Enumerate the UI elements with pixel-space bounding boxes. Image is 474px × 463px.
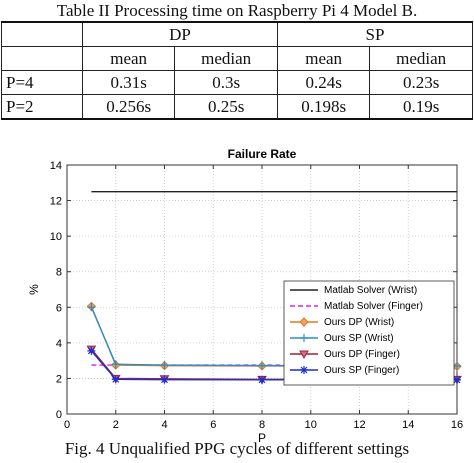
table-cell: 0.24s xyxy=(276,70,371,95)
table-cell: 0.19s xyxy=(369,94,473,120)
group-header-sp: SP xyxy=(276,21,474,47)
data-point-5 xyxy=(453,375,461,384)
table-subheader-row: mean median mean median xyxy=(1,46,473,71)
table-row: P=2 0.256s 0.25s 0.198s 0.19s xyxy=(1,94,473,120)
table-row: P=4 0.31s 0.3s 0.24s 0.23s xyxy=(1,70,473,95)
subheader-sp-mean: mean xyxy=(276,46,371,71)
row-label: P=4 xyxy=(1,70,83,95)
table-corner-cell xyxy=(1,21,83,47)
y-tick-label: 8 xyxy=(56,267,62,279)
y-tick-label: 4 xyxy=(56,338,62,350)
legend-marker xyxy=(299,317,309,327)
legend-box xyxy=(283,280,455,386)
legend-entry: Ours SP (Wrist) xyxy=(324,333,394,344)
y-tick-label: 6 xyxy=(56,302,62,314)
legend-marker xyxy=(299,350,309,360)
x-tick-label: 4 xyxy=(161,419,167,431)
data-point-5 xyxy=(87,346,96,355)
table-cell: 0.31s xyxy=(81,70,176,95)
legend-entry: Ours SP (Finger) xyxy=(324,365,399,376)
y-tick-label: 2 xyxy=(56,373,62,385)
x-tick-label: 6 xyxy=(210,419,216,431)
chart-x-axis-label: P xyxy=(258,431,266,443)
chart-svg: Failure Rate % P 0 2 4 6 8 10 12 14 16 0 2 4 6 8 10 12 1… xyxy=(27,147,463,443)
legend-entry: Matlab Solver (Wrist) xyxy=(324,285,417,296)
legend-marker xyxy=(300,366,308,374)
data-point-5 xyxy=(111,375,120,384)
processing-time-table: DP SP mean median mean median P=4 0.31s … xyxy=(1,21,474,120)
data-point-3 xyxy=(258,361,266,370)
table-cell: 0.198s xyxy=(276,94,371,120)
table-cell: 0.25s xyxy=(174,94,278,120)
y-tick-label: 10 xyxy=(50,231,62,243)
x-tick-label: 2 xyxy=(113,419,119,431)
x-tick-label: 8 xyxy=(259,419,265,431)
data-point-3 xyxy=(111,360,120,369)
table-cell: 0.3s xyxy=(174,70,278,95)
group-header-dp: DP xyxy=(82,21,278,47)
data-point-5 xyxy=(160,375,169,384)
y-tick-label: 0 xyxy=(56,409,62,421)
data-point-5 xyxy=(258,375,266,384)
row-label: P=2 xyxy=(1,94,83,120)
subheader-sp-median: median xyxy=(369,46,473,71)
table-group-header-row: DP SP xyxy=(1,21,474,47)
legend-entry: Matlab Solver (Finger) xyxy=(324,301,423,312)
data-point-3 xyxy=(87,303,96,312)
x-tick-label: 10 xyxy=(305,419,317,431)
x-tick-label: 12 xyxy=(353,419,365,431)
x-tick-label: 14 xyxy=(402,419,414,431)
failure-rate-chart: Failure Rate % P 0 2 4 6 8 10 12 14 16 0 2 4 6 8 10 12 1… xyxy=(0,138,474,443)
subheader-dp-mean: mean xyxy=(81,46,176,71)
x-tick-label: 0 xyxy=(64,419,70,431)
legend-entry: Ours DP (Wrist) xyxy=(324,317,394,328)
legend-entry: Ours DP (Finger) xyxy=(324,349,400,360)
table-corner-cell xyxy=(1,46,83,71)
table-cell: 0.256s xyxy=(81,94,176,120)
legend-marker xyxy=(300,334,308,342)
chart-title: Failure Rate xyxy=(228,147,297,161)
y-tick-label: 14 xyxy=(50,160,62,172)
subheader-dp-median: median xyxy=(174,46,278,71)
figure-caption: Fig. 4 Unqualified PPG cycles of differe… xyxy=(64,439,410,458)
data-point-3 xyxy=(160,361,169,370)
table-cell: 0.23s xyxy=(369,70,473,95)
table-caption: Table II Processing time on Raspberry Pi… xyxy=(56,1,418,20)
x-tick-label: 16 xyxy=(451,419,463,431)
chart-y-axis-label: % xyxy=(27,284,41,295)
y-tick-label: 12 xyxy=(50,196,62,208)
